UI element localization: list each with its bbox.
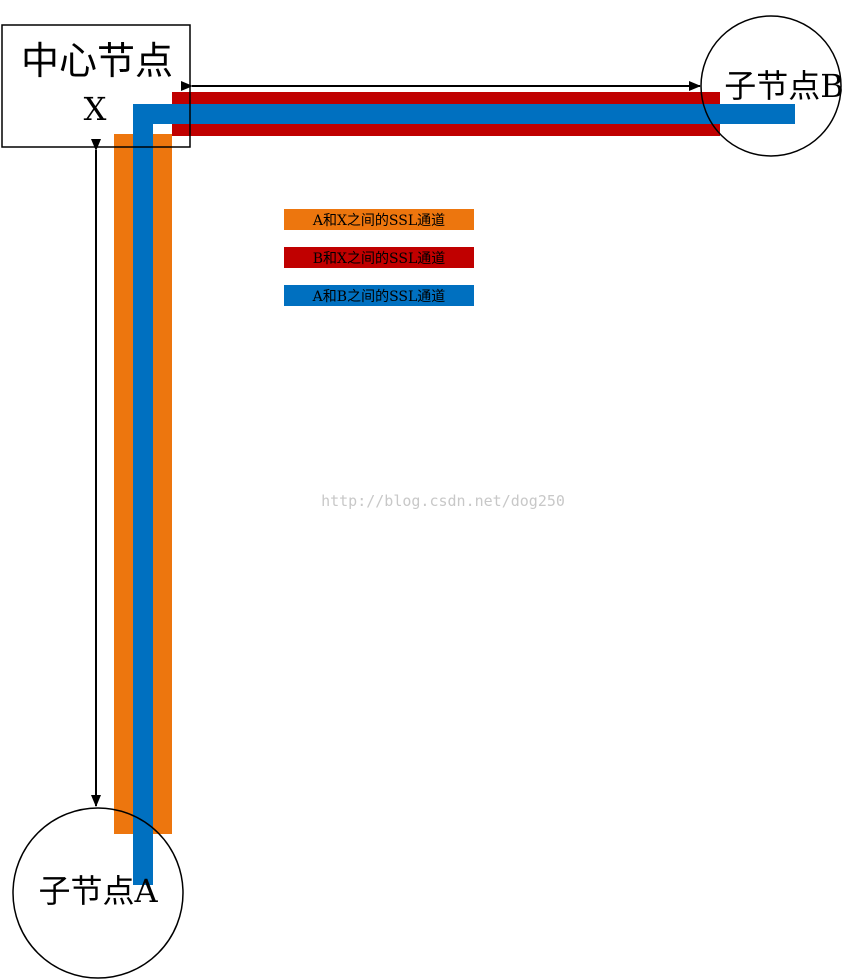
center-node-id: X — [84, 90, 107, 128]
legend-label-a-b: A和B之间的SSL通道 — [312, 289, 446, 305]
ssl-channel-a-b — [133, 104, 795, 885]
legend-swatch-a-b — [284, 285, 474, 306]
child-node-b — [700, 15, 842, 157]
child-node-b-label: 子节点B — [724, 67, 844, 105]
legend-swatch-a-x — [284, 209, 474, 230]
legend-label-b-x: B和X之间的SSL通道 — [313, 251, 446, 267]
legend-swatch-b-x — [284, 247, 474, 268]
child-node-a — [12, 807, 184, 979]
legend-label-a-x: A和X之间的SSL通道 — [312, 213, 445, 229]
center-node-label: 中心节点 — [21, 39, 173, 83]
watermark: http://blog.csdn.net/dog250 — [321, 492, 565, 510]
child-node-a-label: 子节点A — [38, 872, 158, 910]
legend: A和X之间的SSL通道 B和X之间的SSL通道 A和B之间的SSL通道 — [284, 209, 474, 306]
